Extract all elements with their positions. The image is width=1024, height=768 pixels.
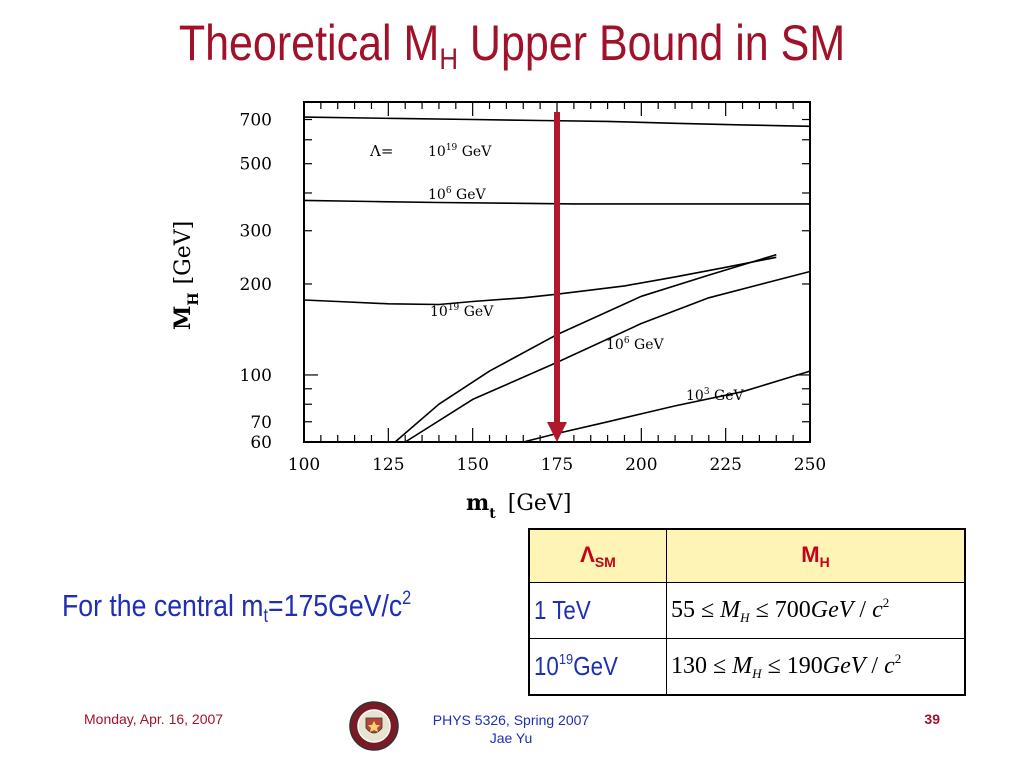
x-tick-label: 100 bbox=[288, 455, 320, 475]
marker-arrowhead bbox=[547, 422, 567, 442]
central-mt-marker bbox=[547, 112, 567, 442]
curve-5 bbox=[523, 370, 811, 443]
row-scale-label: 1019GeV bbox=[528, 637, 667, 696]
table-row: 1019GeV 130 ≤ MH ≤ 190GeV / c2 bbox=[528, 637, 966, 696]
slide-number: 39 bbox=[924, 711, 940, 727]
curve-4 bbox=[404, 270, 811, 443]
curve-label-lower-19: 1019 GeV bbox=[430, 303, 494, 320]
y-tick-label: 70 bbox=[250, 413, 272, 433]
header-lambda: ΛSM bbox=[528, 528, 667, 583]
row-scale-label: 1 TeV bbox=[528, 582, 667, 639]
table-row: 1 TeV 55 ≤ MH ≤ 700GeV / c2 bbox=[528, 582, 966, 639]
y-tick-label: 700 bbox=[240, 111, 272, 131]
central-mt-note: For the central mt=175GeV/c2 bbox=[62, 588, 412, 627]
curve-label-lower-3: 103 GeV bbox=[686, 387, 744, 404]
curve-label-upper-6: 106 GeV bbox=[428, 186, 486, 203]
table-header-row: ΛSM MH bbox=[528, 528, 966, 583]
x-tick-label: 200 bbox=[625, 455, 657, 475]
university-seal-logo bbox=[349, 701, 399, 751]
y-tick-label: 500 bbox=[240, 155, 272, 175]
x-tick-label: 150 bbox=[456, 455, 488, 475]
row-mh-range: 55 ≤ MH ≤ 700GeV / c2 bbox=[666, 582, 966, 639]
x-axis-label: mt [GeV] bbox=[466, 490, 571, 522]
curve-label-upper-19: 1019 GeV bbox=[428, 143, 492, 160]
curve-label-lower-6: 106 GeV bbox=[606, 336, 664, 353]
curve-0 bbox=[303, 116, 811, 128]
curves bbox=[303, 116, 811, 443]
y-tick-label: 300 bbox=[240, 222, 272, 242]
footer-date: Monday, Apr. 16, 2007 bbox=[84, 711, 224, 727]
page-title: Theoretical MH Upper Bound in SM bbox=[178, 15, 846, 76]
curve-1 bbox=[303, 199, 810, 205]
y-axis-label: MH[GeV] bbox=[170, 221, 202, 330]
mh-bounds-table: ΛSM MH 1 TeV 55 ≤ MH ≤ 700GeV / c2 1019G… bbox=[528, 528, 966, 696]
x-tick-label: 225 bbox=[709, 455, 741, 475]
mh-bound-chart: 100 125 150 175 200 225 250 700 500 300 200 100 7060… bbox=[170, 101, 827, 522]
footer-course: PHYS 5326, Spring 2007 Jae Yu bbox=[432, 712, 590, 746]
x-tick-label: 250 bbox=[794, 455, 826, 475]
y-tick-label: 100 bbox=[240, 366, 272, 386]
y-tick-label: 200 bbox=[240, 275, 272, 295]
x-tick-label: 125 bbox=[372, 455, 404, 475]
curve-2 bbox=[303, 256, 777, 306]
y-tick-label: 60 bbox=[250, 433, 272, 453]
x-tick-label: 175 bbox=[541, 455, 573, 475]
header-mh: MH bbox=[666, 528, 966, 583]
row-mh-range: 130 ≤ MH ≤ 190GeV / c2 bbox=[666, 637, 966, 696]
legend-prefix: Λ= bbox=[369, 142, 393, 160]
